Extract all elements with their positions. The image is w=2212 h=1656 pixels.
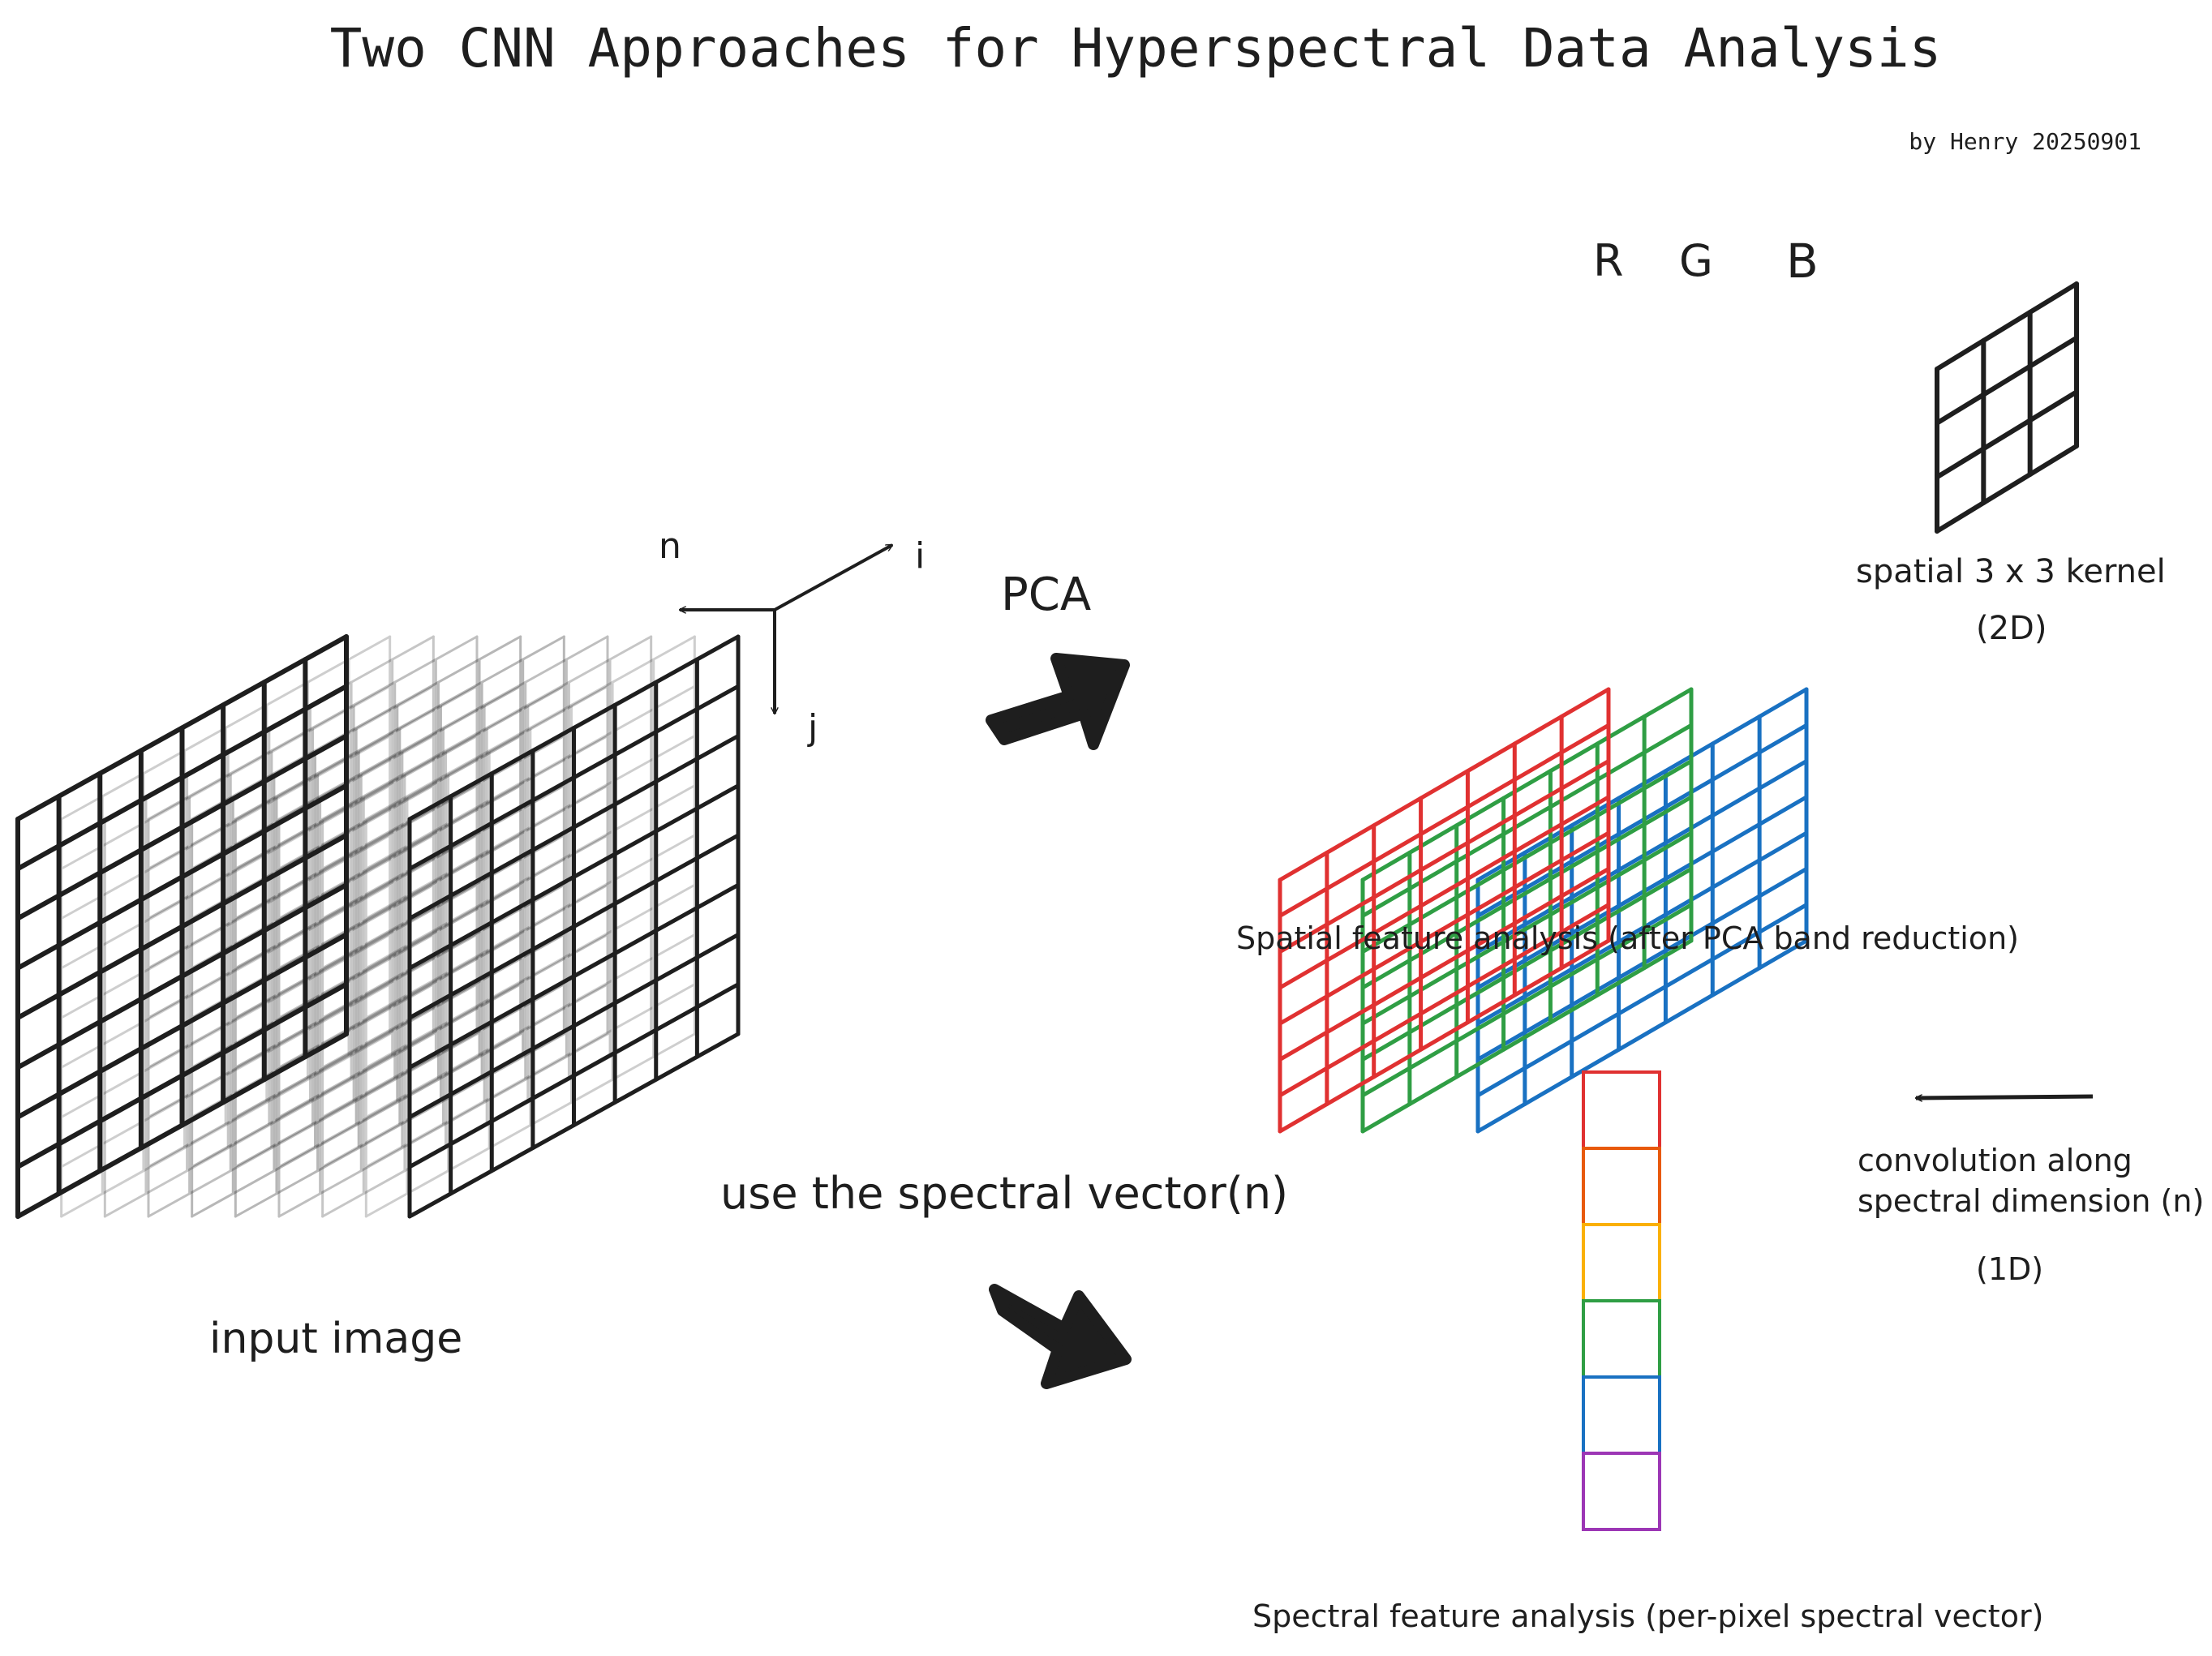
spatial-kernel-grid [1935, 281, 2079, 534]
input-middle-plane [60, 635, 392, 1218]
input-front-plane [15, 634, 349, 1219]
input-middle-plane [277, 635, 609, 1218]
byline: by Henry 20250901 [1909, 128, 2141, 155]
diagram-title: Two CNN Approaches for Hyperspectral Dat… [330, 17, 1942, 79]
b-label: B [1786, 234, 1819, 289]
input-image-cube [15, 634, 741, 1219]
spectral-caption: Spectral feature analysis (per-pixel spe… [1252, 1598, 2043, 1634]
spectral-band-cell [1582, 1223, 1661, 1302]
axis-j-label: j [807, 707, 818, 749]
pca-arrow [986, 653, 1130, 750]
spectral-band-cell [1582, 1299, 1661, 1379]
kernel-dim-label: (2D) [1976, 610, 2047, 647]
input-back-plane [407, 634, 741, 1219]
r-label: R [1593, 235, 1624, 286]
axis-i-label: i [915, 535, 925, 577]
input-middle-plane [364, 635, 696, 1218]
kernel-cells [1935, 281, 2079, 534]
input-middle-plane [321, 635, 653, 1218]
axis-n-label: n [659, 526, 681, 567]
red-plane [1278, 687, 1611, 1134]
conv-label-line2: spectral dimension (n) [1858, 1183, 2204, 1219]
green-plane [1360, 687, 1694, 1134]
spectral-band-cell [1582, 1070, 1661, 1150]
spectral-band-cell [1582, 1375, 1661, 1455]
convolution-direction-arrow [1916, 1096, 2094, 1098]
spectral-vector-label: use the spectral vector(n) [720, 1168, 1288, 1219]
axis-indicator: n i j [659, 526, 925, 749]
spectral-band-cell [1582, 1147, 1661, 1226]
spectral-vector-column [1582, 1070, 1661, 1531]
spectral-arrow [989, 1284, 1132, 1389]
pca-label: PCA [1001, 568, 1091, 621]
axis-i-arrow [774, 543, 892, 611]
input-image-label: input image [209, 1315, 462, 1363]
conv-label-line1: convolution along [1858, 1143, 2133, 1178]
conv-dim-label: (1D) [1976, 1251, 2043, 1287]
g-label: G [1679, 235, 1713, 286]
spectral-band-cell [1582, 1452, 1661, 1531]
kernel-label: spatial 3 x 3 kernel [1856, 553, 2166, 590]
input-middle-plane [147, 635, 479, 1218]
rgb-planes [1278, 687, 1809, 1134]
spatial-caption: Spatial feature analysis (after PCA band… [1236, 920, 2019, 956]
input-middle-plane [234, 635, 565, 1218]
